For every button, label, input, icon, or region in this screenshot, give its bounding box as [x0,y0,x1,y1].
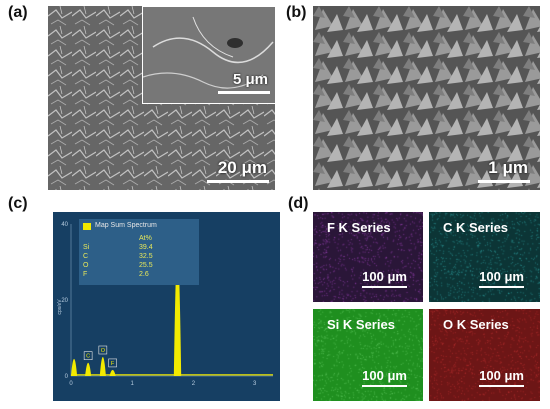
sem-image-a: 5 μm 20 μm [48,6,275,190]
map-scale-o: 100 μm [479,368,524,387]
peak-label: O [101,348,106,354]
inset-scale-bar [218,91,270,94]
x-tick-label: 0 [69,381,73,387]
map-scale-label-f: 100 μm [362,269,407,284]
map-si: Si K Series 100 μm [313,309,423,401]
x-tick-label: 1 [131,381,135,387]
map-scale-bar-si [362,385,407,387]
spectrum-peak [85,362,92,376]
panel-label-c: (c) [8,195,28,212]
legend-value: 25.5 [139,262,153,269]
map-title-c: C K Series [443,220,509,235]
map-title-si: Si K Series [327,317,395,332]
legend-swatch [83,223,91,230]
panel-label-d: (d) [288,195,309,212]
peak-label-box [83,351,93,360]
map-scale-si: 100 μm [362,368,407,387]
y-tick-label: 40 [61,222,68,228]
legend-value: 39.4 [139,244,153,251]
map-title-o: O K Series [443,317,509,332]
legend-element: F [83,271,88,278]
inset-scale-label: 5 μm [232,71,268,88]
map-scale-label-c: 100 μm [479,269,524,284]
map-title-f: F K Series [327,220,391,235]
peak-label: F [111,361,115,367]
sem-inset-texture [143,7,275,103]
panel-label-b: (b) [286,4,307,21]
scale-label-a: 20 μm [217,158,267,177]
map-scale-c: 100 μm [479,269,524,288]
sem-inset-a: 5 μm [142,6,275,104]
scale-label-b: 1 μm [488,158,528,177]
x-tick-label: 3 [253,381,257,387]
sem-texture-b [313,6,540,190]
scale-bar-a [207,180,269,183]
x-tick-label: 2 [192,381,196,387]
map-scale-f: 100 μm [362,269,407,288]
peak-label: C [86,354,90,360]
legend-value: 2.6 [139,271,149,278]
map-scale-bar-o [479,385,524,387]
scale-bar-b [478,180,530,183]
map-scale-label-o: 100 μm [479,368,524,383]
legend-value: 32.5 [139,253,153,260]
panel-label-a: (a) [8,4,28,21]
map-c: C K Series 100 μm [429,212,540,302]
y-tick-label: 0 [65,374,69,380]
legend-element: O [83,262,89,269]
legend-row: F 2.6 [83,271,149,278]
legend-row: Si 39.4 [83,244,153,251]
legend-header: At% [139,235,152,242]
peak-label-box [108,358,117,368]
legend-element: C [83,253,89,260]
legend-title: Map Sum Spectrum [95,222,157,229]
spectrum-legend: Map Sum Spectrum At% Si 39.4 C 32.5 O 25.5 F 2.… [79,219,199,285]
map-scale-bar-c [479,286,524,288]
legend-row: O 25.5 [83,262,153,269]
map-scale-bar-f [362,286,407,288]
spectrum-peak [71,358,78,376]
y-axis-label: cps/eV [57,299,63,315]
legend-row: C 32.5 [83,253,153,260]
sem-image-b: 1 μm [313,6,540,190]
map-o: O K Series 100 μm [429,309,540,401]
legend-element: Si [83,244,90,251]
y-tick-label: 20 [61,298,68,304]
map-f: F K Series 100 μm [313,212,423,302]
spectrum-peak [99,357,106,376]
peak-label-box [98,345,108,355]
map-scale-label-si: 100 μm [362,368,407,383]
